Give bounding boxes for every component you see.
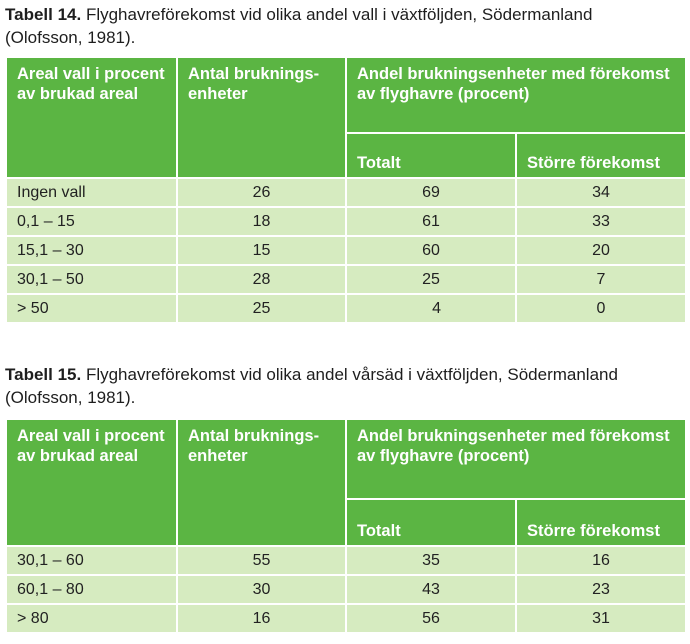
cell-storre: 20 xyxy=(514,235,688,266)
cell-antal: 26 xyxy=(176,177,347,208)
cell-storre: 7 xyxy=(514,264,688,295)
cell-areal: 0,1 – 15 xyxy=(5,206,178,237)
cell-antal: 16 xyxy=(176,603,347,634)
cell-totalt: 25 xyxy=(345,264,517,295)
cell-totalt: 43 xyxy=(345,574,517,605)
cell-areal: 30,1 – 50 xyxy=(5,264,178,295)
cell-totalt: 35 xyxy=(345,545,517,576)
header-areal: Areal vall i procent av brukad areal xyxy=(5,56,178,179)
table-row: > 50 25 4 0 xyxy=(5,293,688,324)
table-14-caption-label: Tabell 14. xyxy=(5,5,82,24)
table-row: 30,1 – 50 28 25 7 xyxy=(5,264,688,295)
table-15-caption-label: Tabell 15. xyxy=(5,365,82,384)
table-row: 60,1 – 80 30 43 23 xyxy=(5,574,688,605)
cell-totalt: 4 xyxy=(345,293,517,324)
header-storre: Större förekomst xyxy=(514,498,688,547)
table-14-caption-text: Flyghavreförekomst vid olika andel vall … xyxy=(81,5,593,24)
header-storre: Större förekomst xyxy=(514,132,688,179)
table-row: > 80 16 56 31 xyxy=(5,603,688,634)
table-row: 0,1 – 15 18 61 33 xyxy=(5,206,688,237)
table-15: Areal vall i procent av brukad areal Ant… xyxy=(5,418,688,634)
cell-antal: 25 xyxy=(176,293,347,324)
cell-areal: > 80 xyxy=(5,603,178,634)
header-antal: Antal bruknings-enheter xyxy=(176,56,347,179)
table-15-caption: Tabell 15. Flyghavreförekomst vid olika … xyxy=(5,363,685,409)
header-andel-group: Andel brukningsenheter med förekomst av … xyxy=(344,418,688,500)
cell-storre: 33 xyxy=(514,206,688,237)
table-row: 15,1 – 30 15 60 20 xyxy=(5,235,688,266)
cell-areal: 30,1 – 60 xyxy=(5,545,178,576)
cell-storre: 0 xyxy=(514,293,688,324)
cell-storre: 16 xyxy=(514,545,688,576)
header-areal: Areal vall i procent av brukad areal xyxy=(5,418,178,547)
cell-storre: 31 xyxy=(514,603,688,634)
cell-storre: 23 xyxy=(514,574,688,605)
table-14-caption-source: (Olofsson, 1981). xyxy=(5,28,136,47)
header-andel-group: Andel brukningsenheter med förekomst av … xyxy=(344,56,688,134)
cell-storre: 34 xyxy=(514,177,688,208)
cell-antal: 55 xyxy=(176,545,347,576)
cell-totalt: 69 xyxy=(345,177,517,208)
cell-antal: 15 xyxy=(176,235,347,266)
cell-areal: 60,1 – 80 xyxy=(5,574,178,605)
cell-antal: 28 xyxy=(176,264,347,295)
table-row: Ingen vall 26 69 34 xyxy=(5,177,688,208)
header-totalt: Totalt xyxy=(345,132,517,179)
cell-totalt: 60 xyxy=(345,235,517,266)
table-15-caption-source: (Olofsson, 1981). xyxy=(5,388,136,407)
table-15-caption-text: Flyghavreförekomst vid olika andel vårsä… xyxy=(81,365,618,384)
table-row: 30,1 – 60 55 35 16 xyxy=(5,545,688,576)
cell-antal: 18 xyxy=(176,206,347,237)
cell-antal: 30 xyxy=(176,574,347,605)
cell-totalt: 61 xyxy=(345,206,517,237)
cell-totalt: 56 xyxy=(345,603,517,634)
header-antal: Antal bruknings-enheter xyxy=(176,418,347,547)
table-14: Areal vall i procent av brukad areal Ant… xyxy=(5,56,688,324)
header-totalt: Totalt xyxy=(345,498,517,547)
table-14-caption: Tabell 14. Flyghavreförekomst vid olika … xyxy=(5,3,685,49)
cell-areal: > 50 xyxy=(5,293,178,324)
cell-areal: Ingen vall xyxy=(5,177,178,208)
cell-areal: 15,1 – 30 xyxy=(5,235,178,266)
